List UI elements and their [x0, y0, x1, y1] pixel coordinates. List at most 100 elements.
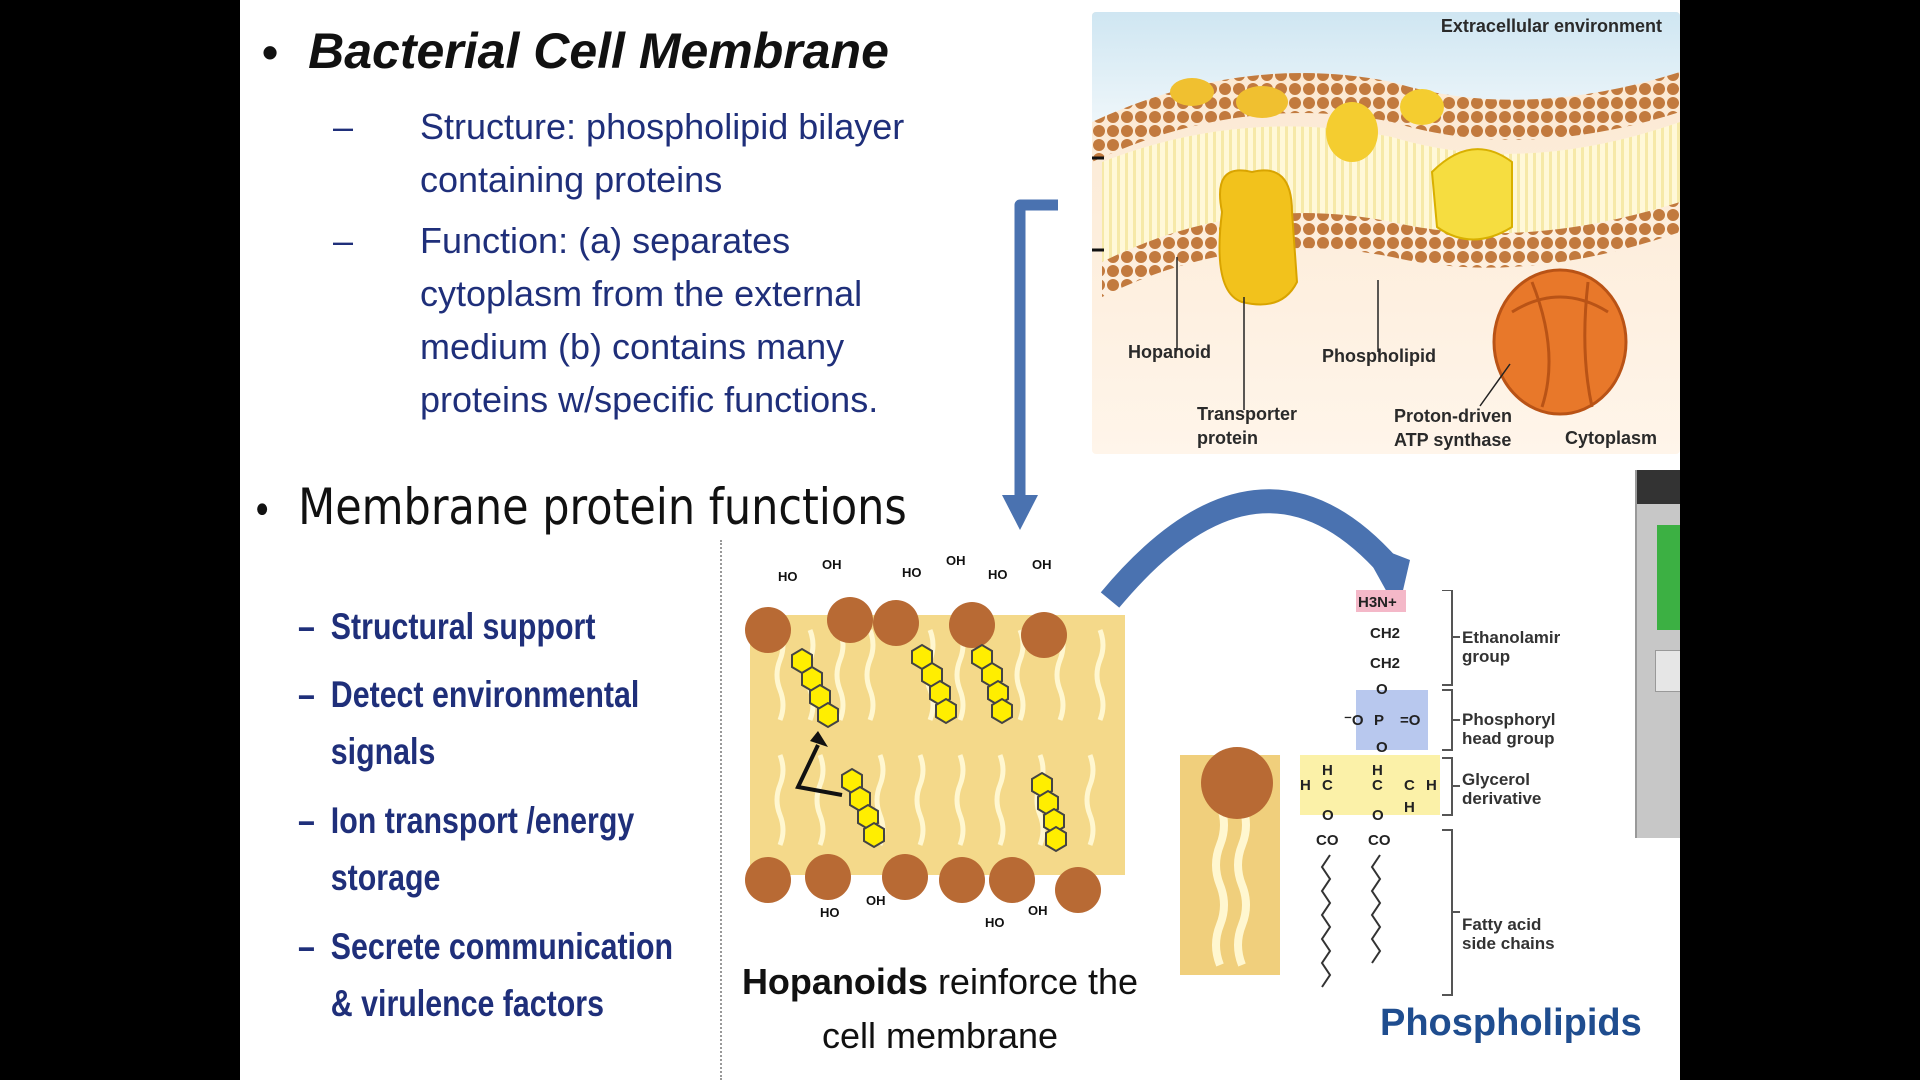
- structure-item: – Structure: phospholipid bilayer contai…: [333, 100, 935, 206]
- ch2-label: CH2: [1370, 625, 1400, 642]
- hopanoid-bilayer-figure: HO OH HO OH HO OH HO OH HO OH: [745, 555, 1125, 930]
- oh-label: OH: [1028, 903, 1048, 918]
- glycerol-highlight: [1300, 755, 1440, 815]
- structure-text: Structure: phospholipid bilayer containi…: [420, 106, 905, 200]
- dash: –: [298, 800, 315, 841]
- atp-synthase-label-line: Proton-driven: [1394, 406, 1513, 426]
- hopanoid-caption-rest: reinforce the cell membrane: [821, 961, 1139, 1056]
- slide-title-text: Bacterial Cell Membrane: [308, 23, 889, 79]
- svg-text:CO: CO: [1368, 832, 1391, 849]
- ch2-label: CH2: [1370, 655, 1400, 672]
- hopanoid-pointer-head: [810, 731, 828, 747]
- svg-text:H: H: [1372, 762, 1383, 779]
- protein-function-item: – Ion transport /energy storage: [298, 792, 683, 906]
- svg-text:H: H: [1322, 762, 1333, 779]
- bullet: •: [252, 488, 273, 534]
- protein-function-item: – Structural support: [298, 598, 683, 655]
- protein-function-text: Detect environmental signals: [330, 674, 640, 772]
- ethanolamine-label-line: group: [1462, 647, 1511, 666]
- membrane-protein-title-text: Membrane protein functions: [298, 478, 907, 536]
- h3n-label: H3N+: [1358, 594, 1397, 611]
- hopanoid-molecules: [791, 643, 1067, 853]
- svg-text:H: H: [1404, 799, 1415, 816]
- svg-text:C: C: [1372, 777, 1383, 794]
- fatty-acid-label-line: Fatty acid: [1462, 915, 1542, 934]
- atp-synthase-label: Proton-driven ATP synthase: [1394, 404, 1512, 452]
- svg-text:O: O: [1322, 807, 1334, 824]
- oh-label: HO: [902, 565, 922, 580]
- transporter-label-line: Transporter: [1197, 404, 1298, 424]
- dash: –: [298, 674, 315, 715]
- protein-function-text: Ion transport /energy storage: [330, 800, 635, 898]
- oh-label: OH: [1032, 557, 1052, 572]
- function-text: Function: (a) separates cytoplasm from t…: [420, 220, 879, 420]
- function-item: – Function: (a) separates cytoplasm from…: [333, 214, 935, 426]
- svg-text:=O: =O: [1400, 712, 1421, 729]
- oh-groups: HO OH HO OH HO OH HO OH HO OH: [778, 555, 1052, 930]
- svg-text:C: C: [1404, 777, 1415, 794]
- oh-label: HO: [988, 567, 1008, 582]
- ethanolamine-label-line: Ethanolamir: [1462, 628, 1561, 647]
- hopanoid-caption-bold: Hopanoids: [741, 961, 928, 1002]
- transporter-label-line: protein: [1197, 428, 1258, 448]
- phospholipids-caption: Phospholipids: [1380, 1002, 1642, 1044]
- oh-label: OH: [822, 557, 842, 572]
- fatty-acid-label-line: side chains: [1462, 934, 1555, 953]
- svg-text:CO: CO: [1316, 832, 1339, 849]
- cell-membrane-figure: Extracellular environment Hopanoid Phosp…: [1092, 12, 1680, 454]
- ethanolamine-label: Ethanolamir group: [1462, 628, 1560, 666]
- oh-label: HO: [778, 569, 798, 584]
- overlay-green-button[interactable]: [1657, 525, 1680, 630]
- hopanoid-label: Hopanoid: [1128, 342, 1211, 362]
- bullet: •: [262, 26, 279, 78]
- dash: –: [298, 606, 315, 647]
- protein-function-text: Structural support: [330, 606, 596, 647]
- phosphoryl-label-line: Phosphoryl: [1462, 710, 1556, 729]
- fatty-acid-label: Fatty acid side chains: [1462, 915, 1555, 953]
- svg-text:O: O: [1376, 739, 1388, 756]
- single-phospholipid-illustration: [1180, 747, 1280, 975]
- structure-brackets: [1442, 590, 1460, 996]
- svg-text:O: O: [1372, 807, 1384, 824]
- dash: –: [333, 106, 354, 147]
- curved-arrow-shaft: [1100, 489, 1400, 608]
- phospholipid-label: Phospholipid: [1322, 346, 1436, 366]
- svg-text:H: H: [1300, 777, 1311, 794]
- gear-icon[interactable]: [1655, 650, 1680, 692]
- oh-label: HO: [820, 905, 840, 920]
- phosphoryl-highlight: [1356, 690, 1428, 750]
- dash: –: [298, 926, 315, 967]
- arrows-layer: [1002, 199, 1410, 612]
- hopanoid-pointer-arrow: [795, 744, 843, 797]
- dash: –: [333, 220, 354, 261]
- protein-function-text: Secrete communication & virulence factor…: [330, 926, 674, 1024]
- down-arrow-head: [1002, 495, 1038, 530]
- slide-title: • Bacterial Cell Membrane: [262, 22, 889, 80]
- atp-synthase-label-line: ATP synthase: [1394, 430, 1512, 450]
- divider-line: [720, 540, 722, 1080]
- protein-function-item: – Secrete communication & virulence fact…: [298, 918, 683, 1032]
- phosphoryl-label: Phosphoryl head group: [1462, 710, 1556, 748]
- svg-text:O: O: [1376, 681, 1388, 698]
- hopanoid-caption: Hopanoids reinforce the cell membrane: [740, 955, 1140, 1063]
- phosphoryl-label-line: head group: [1462, 729, 1555, 748]
- extracellular-label: Extracellular environment: [1440, 16, 1662, 36]
- oh-label: OH: [946, 555, 966, 568]
- svg-text:H: H: [1426, 777, 1437, 794]
- overlay-panel[interactable]: [1635, 470, 1680, 838]
- lipid-heads: [745, 597, 1101, 913]
- glycerol-label: Glycerol derivative: [1462, 770, 1541, 808]
- glycerol-label-line: Glycerol: [1462, 770, 1531, 789]
- oh-label: HO: [985, 915, 1005, 930]
- down-arrow-shaft: [1014, 199, 1058, 500]
- slide: • Bacterial Cell Membrane – Structure: ph…: [240, 0, 1680, 1080]
- membrane-protein-title: • Membrane protein functions: [252, 478, 907, 536]
- transporter-label: Transporter protein: [1197, 402, 1297, 450]
- svg-text:⁻O: ⁻O: [1344, 712, 1364, 729]
- amine-highlight: [1356, 590, 1406, 612]
- svg-text:C: C: [1322, 777, 1333, 794]
- oh-label: OH: [866, 893, 886, 908]
- cell-membrane-illustration: [1092, 12, 1680, 454]
